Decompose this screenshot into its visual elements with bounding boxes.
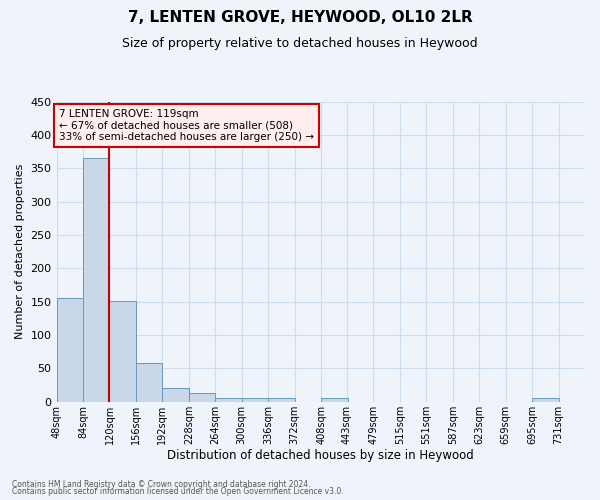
Y-axis label: Number of detached properties: Number of detached properties (15, 164, 25, 340)
Bar (189, 393, 215, 402)
Text: 7, LENTEN GROVE, HEYWOOD, OL10 2LR: 7, LENTEN GROVE, HEYWOOD, OL10 2LR (128, 10, 472, 25)
Bar (136, 363, 163, 402)
Bar (242, 398, 268, 402)
Bar (585, 398, 600, 402)
X-axis label: Distribution of detached houses by size in Heywood: Distribution of detached houses by size … (167, 450, 474, 462)
Bar (56, 298, 83, 402)
Bar (109, 301, 136, 402)
Text: Contains public sector information licensed under the Open Government Licence v3: Contains public sector information licen… (12, 487, 344, 496)
Bar (215, 398, 242, 402)
Text: Contains HM Land Registry data © Crown copyright and database right 2024.: Contains HM Land Registry data © Crown c… (12, 480, 311, 489)
Text: 7 LENTEN GROVE: 119sqm
← 67% of detached houses are smaller (508)
33% of semi-de: 7 LENTEN GROVE: 119sqm ← 67% of detached… (59, 109, 314, 142)
Bar (321, 398, 347, 402)
Bar (268, 398, 295, 402)
Bar (163, 388, 189, 402)
Text: Size of property relative to detached houses in Heywood: Size of property relative to detached ho… (122, 38, 478, 51)
Bar (532, 398, 559, 402)
Bar (83, 158, 109, 402)
